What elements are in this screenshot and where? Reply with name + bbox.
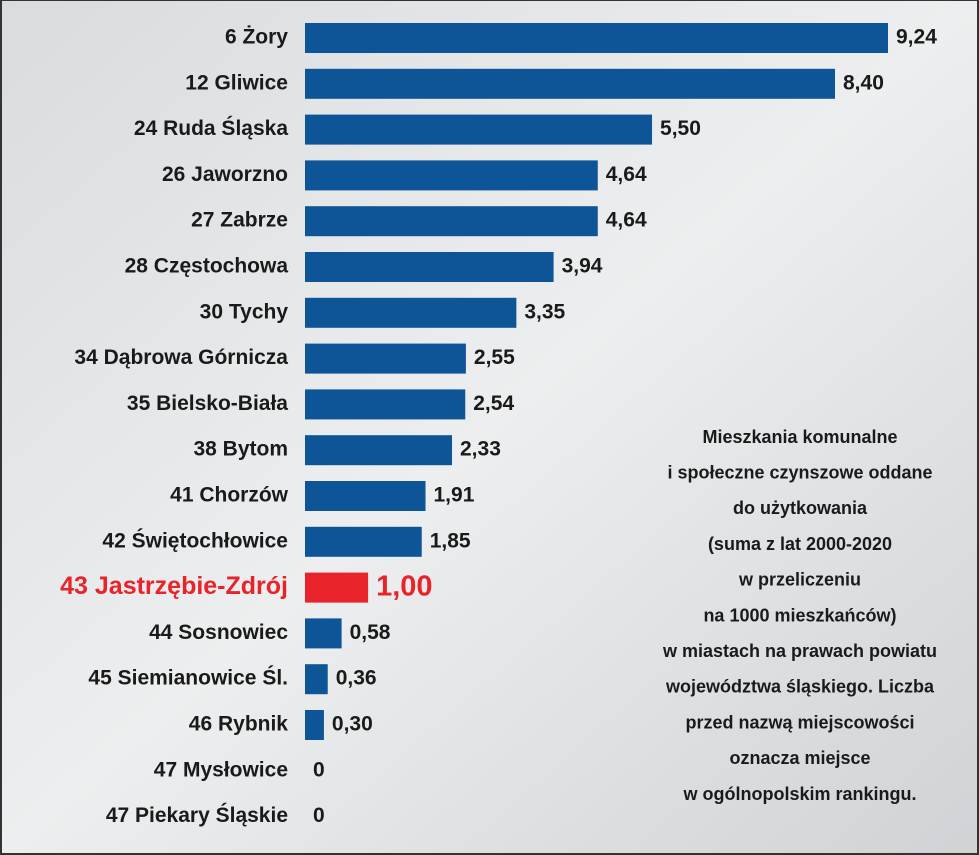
bar xyxy=(305,252,554,282)
annotation-line: przed nazwą miejscowości xyxy=(685,712,914,732)
annotation-line: w przeliczeniu xyxy=(738,570,861,590)
bar xyxy=(305,160,598,191)
category-label: 27 Zabrze xyxy=(191,209,288,232)
category-label: 41 Chorzów xyxy=(170,484,289,507)
annotation-line: (suma z lat 2000-2020 xyxy=(708,534,892,554)
category-label: 30 Tychy xyxy=(200,300,289,323)
category-label: 24 Ruda Śląska xyxy=(134,116,288,140)
bar xyxy=(305,435,453,466)
value-label: 2,54 xyxy=(473,392,514,415)
bar xyxy=(305,618,342,649)
value-label: 4,64 xyxy=(606,209,647,232)
value-label: 4,64 xyxy=(606,163,647,186)
value-label: 0 xyxy=(313,758,325,781)
annotation-line: województwa śląskiego. Liczba xyxy=(665,677,935,697)
category-label: 47 Piekary Śląskie xyxy=(106,803,288,827)
category-label: 46 Rybnik xyxy=(189,713,289,736)
bar xyxy=(305,572,369,603)
category-label: 47 Mysłowice xyxy=(154,758,288,781)
bar xyxy=(305,710,324,740)
annotation-line: na 1000 mieszkańców) xyxy=(703,605,896,625)
annotation-line: w miastach na prawach powiatu xyxy=(662,641,937,661)
category-label: 43 Jastrzębie-Zdrój xyxy=(60,572,288,600)
annotation-line: i społeczne czynszowe oddane xyxy=(667,462,932,482)
bar xyxy=(305,664,328,695)
value-label: 9,24 xyxy=(896,26,937,49)
category-label: 42 Świętochłowice xyxy=(102,528,288,552)
value-label: 0,36 xyxy=(336,667,377,690)
value-label: 1,00 xyxy=(376,570,432,602)
value-label: 2,33 xyxy=(460,438,501,461)
value-label: 3,94 xyxy=(562,255,603,278)
value-label: 1,91 xyxy=(434,484,475,507)
category-label: 44 Sosnowiec xyxy=(149,621,288,644)
category-label: 26 Jaworzno xyxy=(162,163,288,186)
bar xyxy=(305,389,466,420)
value-label: 5,50 xyxy=(660,117,701,140)
category-label: 12 Gliwice xyxy=(185,71,288,94)
value-label: 2,55 xyxy=(474,346,515,369)
bar xyxy=(305,23,888,53)
value-label: 3,35 xyxy=(524,300,565,323)
value-label: 0,30 xyxy=(332,713,373,736)
bar xyxy=(305,206,598,237)
category-label: 28 Częstochowa xyxy=(125,255,289,278)
bar xyxy=(305,481,426,511)
value-label: 1,85 xyxy=(430,529,471,552)
category-label: 45 Siemianowice Śl. xyxy=(88,666,288,690)
value-label: 8,40 xyxy=(843,71,884,94)
value-label: 0 xyxy=(313,804,325,827)
value-label: 0,58 xyxy=(350,621,391,644)
bar xyxy=(305,343,466,374)
bar xyxy=(305,114,653,145)
annotation-line: w ogólnopolskim rankingu. xyxy=(682,784,916,804)
annotation-line: Mieszkania komunalne xyxy=(702,427,897,447)
category-label: 38 Bytom xyxy=(193,438,288,461)
category-label: 34 Dąbrowa Górnicza xyxy=(74,346,288,369)
category-label: 35 Bielsko-Biała xyxy=(127,392,288,415)
bar xyxy=(305,68,835,99)
category-label: 6 Żory xyxy=(225,26,288,49)
bar xyxy=(305,297,517,328)
annotation-line: oznacza miejsce xyxy=(729,748,870,768)
bar xyxy=(305,526,422,557)
annotation-line: do użytkowania xyxy=(733,498,868,518)
